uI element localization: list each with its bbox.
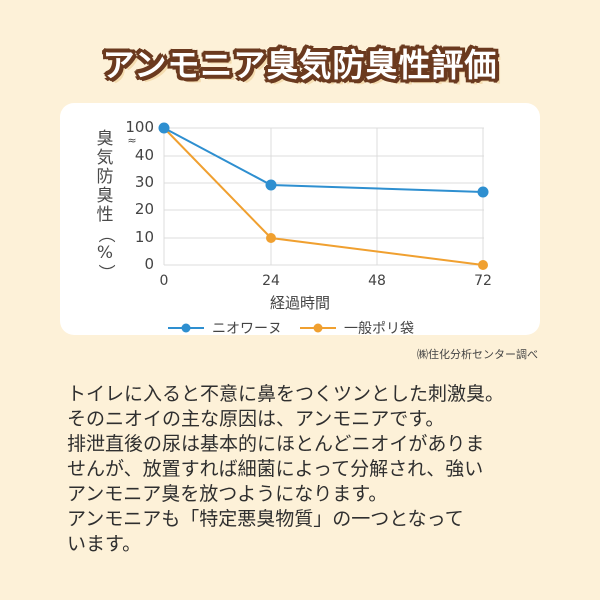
legend-line-marker-icon — [168, 323, 204, 333]
body-line: アンモニア臭を放つようになります。 — [67, 483, 388, 505]
y-axis-label: 臭 気 防 臭 性 （ % ） — [94, 130, 116, 282]
body-line: せんが、放置すれば細菌によって分解され、強い — [67, 458, 484, 480]
y-tick-30: 30 — [134, 173, 154, 191]
ylabel-char: 性 — [96, 205, 114, 225]
x-axis-label: 経過時間 — [269, 294, 330, 312]
y-tick-10: 10 — [134, 228, 154, 246]
axis-break-mark: ≈ — [127, 134, 137, 147]
legend-item-nioune: ニオワーヌ — [168, 318, 282, 338]
ylabel-char: 臭 — [96, 129, 114, 149]
ylabel-char: 気 — [96, 148, 114, 168]
description-text: トイレに入ると不意に鼻をつくツンとした刺激臭。 そのニオイの主な原因は、アンモニ… — [67, 382, 547, 557]
x-tick-24: 24 — [262, 273, 280, 289]
y-tick-0: 0 — [144, 255, 154, 273]
y-tick-20: 20 — [134, 200, 154, 218]
ylabel-char: ） — [95, 264, 116, 281]
body-line: 排泄直後の尿は基本的にほとんどニオイがありま — [67, 433, 485, 455]
series-nioune — [163, 127, 484, 193]
page-title: アンモニア臭気防臭性評価 — [102, 46, 498, 84]
body-line: います。 — [67, 533, 142, 555]
ylabel-char: 防 — [96, 167, 114, 187]
body-line: アンモニアも「特定悪臭物質」の一つとなって — [67, 508, 464, 530]
chart-legend: ニオワーヌ 一般ポリ袋 — [168, 318, 432, 338]
y-tick-100: 100 — [125, 118, 154, 136]
ylabel-char: 臭 — [96, 186, 114, 206]
body-line: トイレに入ると不意に鼻をつくツンとした刺激臭。 — [67, 383, 505, 405]
series-general-bag — [163, 127, 484, 266]
legend-item-general-bag: 一般ポリ袋 — [300, 318, 414, 338]
legend-label: ニオワーヌ — [212, 321, 282, 337]
ylabel-char: （ — [95, 226, 116, 243]
y-tick-40: 40 — [134, 146, 154, 164]
body-line: そのニオイの主な原因は、アンモニアです。 — [67, 408, 445, 430]
legend-label: 一般ポリ袋 — [344, 321, 414, 337]
chart-card — [60, 103, 540, 335]
x-tick-0: 0 — [159, 273, 169, 289]
source-note: ㈱住化分析センター調べ — [417, 348, 538, 361]
ylabel-char: % — [96, 243, 114, 263]
x-tick-48: 48 — [368, 273, 386, 289]
x-tick-72: 72 — [474, 273, 492, 289]
legend-line-marker-icon — [300, 323, 336, 333]
